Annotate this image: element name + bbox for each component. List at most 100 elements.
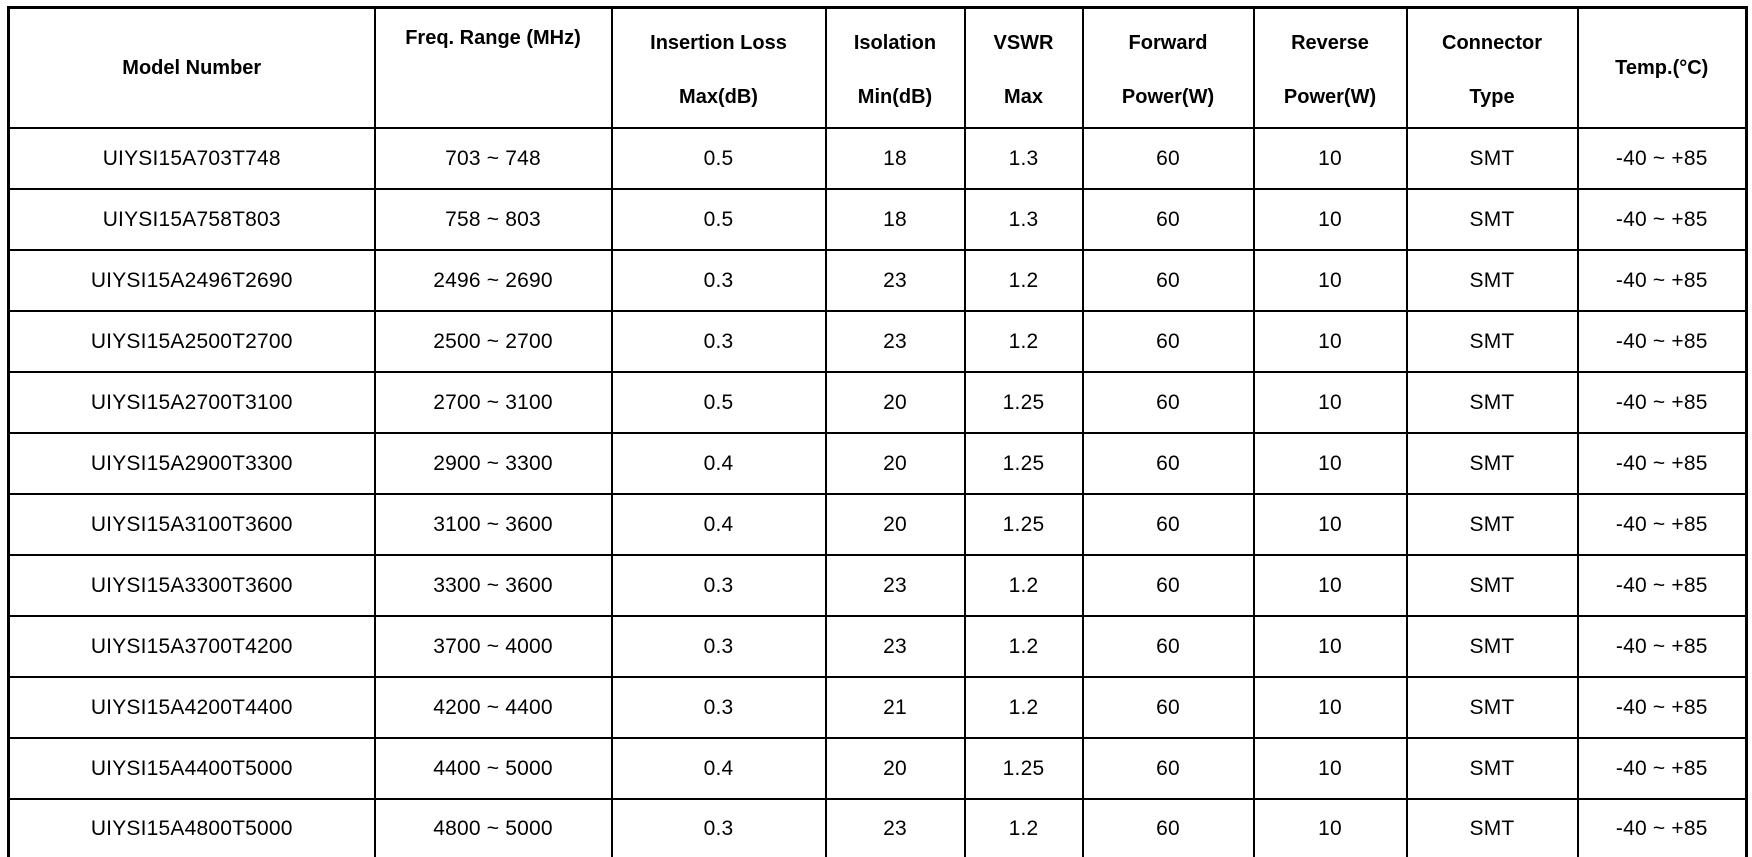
cell-reverse-power: 10 — [1252, 798, 1408, 857]
cell-connector-type: SMT — [1405, 188, 1579, 251]
header-label-line2: Type — [1469, 86, 1515, 108]
cell-reverse-power: 10 — [1252, 127, 1408, 190]
cell-model-number: UIYSI15A3700T4200 — [7, 615, 376, 678]
cell-temp: -40 ~ +85 — [1576, 310, 1748, 373]
cell-forward-power: 60 — [1081, 188, 1255, 251]
cell-vswr: 1.25 — [963, 493, 1084, 556]
table-row: UIYSI15A3300T3600 3300 ~ 3600 0.3 23 1.2… — [7, 554, 1748, 617]
cell-insertion-loss: 0.4 — [610, 432, 827, 495]
cell-isolation: 23 — [824, 249, 966, 312]
header-cell-reverse-power: Reverse Power(W) — [1252, 6, 1408, 129]
cell-insertion-loss: 0.3 — [610, 676, 827, 739]
cell-freq-range: 758 ~ 803 — [373, 188, 613, 251]
header-label-line1: Connector — [1442, 32, 1542, 54]
header-cell-freq-range: Freq. Range (MHz) — [373, 6, 613, 129]
cell-vswr: 1.3 — [963, 127, 1084, 190]
cell-connector-type: SMT — [1405, 127, 1579, 190]
cell-temp: -40 ~ +85 — [1576, 615, 1748, 678]
cell-forward-power: 60 — [1081, 615, 1255, 678]
table-row: UIYSI15A703T748 703 ~ 748 0.5 18 1.3 60 … — [7, 127, 1748, 190]
table-row: UIYSI15A2500T2700 2500 ~ 2700 0.3 23 1.2… — [7, 310, 1748, 373]
cell-connector-type: SMT — [1405, 432, 1579, 495]
cell-vswr: 1.3 — [963, 188, 1084, 251]
table-row: UIYSI15A4800T5000 4800 ~ 5000 0.3 23 1.2… — [7, 798, 1748, 857]
cell-connector-type: SMT — [1405, 615, 1579, 678]
cell-isolation: 23 — [824, 554, 966, 617]
cell-model-number: UIYSI15A2500T2700 — [7, 310, 376, 373]
cell-insertion-loss: 0.4 — [610, 493, 827, 556]
cell-model-number: UIYSI15A4400T5000 — [7, 737, 376, 800]
cell-insertion-loss: 0.5 — [610, 188, 827, 251]
cell-freq-range: 2700 ~ 3100 — [373, 371, 613, 434]
cell-insertion-loss: 0.3 — [610, 615, 827, 678]
cell-reverse-power: 10 — [1252, 554, 1408, 617]
cell-vswr: 1.2 — [963, 249, 1084, 312]
cell-forward-power: 60 — [1081, 371, 1255, 434]
table-row: UIYSI15A758T803 758 ~ 803 0.5 18 1.3 60 … — [7, 188, 1748, 251]
cell-insertion-loss: 0.5 — [610, 371, 827, 434]
cell-reverse-power: 10 — [1252, 371, 1408, 434]
cell-insertion-loss: 0.3 — [610, 554, 827, 617]
table-row: UIYSI15A3700T4200 3700 ~ 4000 0.3 23 1.2… — [7, 615, 1748, 678]
table-row: UIYSI15A2496T2690 2496 ~ 2690 0.3 23 1.2… — [7, 249, 1748, 312]
cell-connector-type: SMT — [1405, 371, 1579, 434]
cell-forward-power: 60 — [1081, 737, 1255, 800]
header-label: Temp.(°C) — [1615, 57, 1709, 79]
cell-freq-range: 3100 ~ 3600 — [373, 493, 613, 556]
cell-model-number: UIYSI15A758T803 — [7, 188, 376, 251]
cell-temp: -40 ~ +85 — [1576, 432, 1748, 495]
cell-freq-range: 3300 ~ 3600 — [373, 554, 613, 617]
cell-freq-range: 2496 ~ 2690 — [373, 249, 613, 312]
cell-reverse-power: 10 — [1252, 249, 1408, 312]
cell-isolation: 18 — [824, 188, 966, 251]
cell-vswr: 1.2 — [963, 676, 1084, 739]
cell-freq-range: 3700 ~ 4000 — [373, 615, 613, 678]
spec-table: Model Number Freq. Range (MHz) Insertion… — [7, 6, 1748, 857]
cell-reverse-power: 10 — [1252, 310, 1408, 373]
header-label-line2: Max(dB) — [679, 86, 758, 108]
cell-model-number: UIYSI15A2900T3300 — [7, 432, 376, 495]
cell-temp: -40 ~ +85 — [1576, 676, 1748, 739]
header-cell-vswr: VSWR Max — [963, 6, 1084, 129]
table-row: UIYSI15A4200T4400 4200 ~ 4400 0.3 21 1.2… — [7, 676, 1748, 739]
cell-freq-range: 2500 ~ 2700 — [373, 310, 613, 373]
cell-isolation: 18 — [824, 127, 966, 190]
header-label-line2: Power(W) — [1121, 86, 1215, 108]
spec-table-header: Model Number Freq. Range (MHz) Insertion… — [7, 6, 1748, 129]
cell-model-number: UIYSI15A3100T3600 — [7, 493, 376, 556]
cell-model-number: UIYSI15A3300T3600 — [7, 554, 376, 617]
header-label-line1: Forward — [1128, 32, 1208, 54]
cell-forward-power: 60 — [1081, 432, 1255, 495]
cell-forward-power: 60 — [1081, 249, 1255, 312]
cell-isolation: 23 — [824, 615, 966, 678]
cell-insertion-loss: 0.3 — [610, 310, 827, 373]
cell-freq-range: 703 ~ 748 — [373, 127, 613, 190]
cell-isolation: 20 — [824, 371, 966, 434]
cell-forward-power: 60 — [1081, 310, 1255, 373]
cell-connector-type: SMT — [1405, 493, 1579, 556]
cell-isolation: 21 — [824, 676, 966, 739]
header-cell-isolation: Isolation Min(dB) — [824, 6, 966, 129]
cell-temp: -40 ~ +85 — [1576, 493, 1748, 556]
cell-temp: -40 ~ +85 — [1576, 127, 1748, 190]
header-cell-temp: Temp.(°C) — [1576, 6, 1748, 129]
cell-vswr: 1.2 — [963, 798, 1084, 857]
cell-reverse-power: 10 — [1252, 493, 1408, 556]
cell-vswr: 1.2 — [963, 310, 1084, 373]
cell-vswr: 1.25 — [963, 737, 1084, 800]
cell-forward-power: 60 — [1081, 493, 1255, 556]
header-label: Model Number — [122, 57, 262, 79]
cell-insertion-loss: 0.4 — [610, 737, 827, 800]
cell-isolation: 20 — [824, 737, 966, 800]
spec-table-body: UIYSI15A703T748 703 ~ 748 0.5 18 1.3 60 … — [7, 127, 1748, 857]
cell-reverse-power: 10 — [1252, 676, 1408, 739]
cell-vswr: 1.2 — [963, 554, 1084, 617]
cell-model-number: UIYSI15A703T748 — [7, 127, 376, 190]
cell-insertion-loss: 0.3 — [610, 798, 827, 857]
page: Model Number Freq. Range (MHz) Insertion… — [0, 6, 1752, 857]
table-row: UIYSI15A3100T3600 3100 ~ 3600 0.4 20 1.2… — [7, 493, 1748, 556]
cell-temp: -40 ~ +85 — [1576, 798, 1748, 857]
cell-freq-range: 2900 ~ 3300 — [373, 432, 613, 495]
header-label: Freq. Range (MHz) — [405, 27, 581, 49]
cell-reverse-power: 10 — [1252, 188, 1408, 251]
